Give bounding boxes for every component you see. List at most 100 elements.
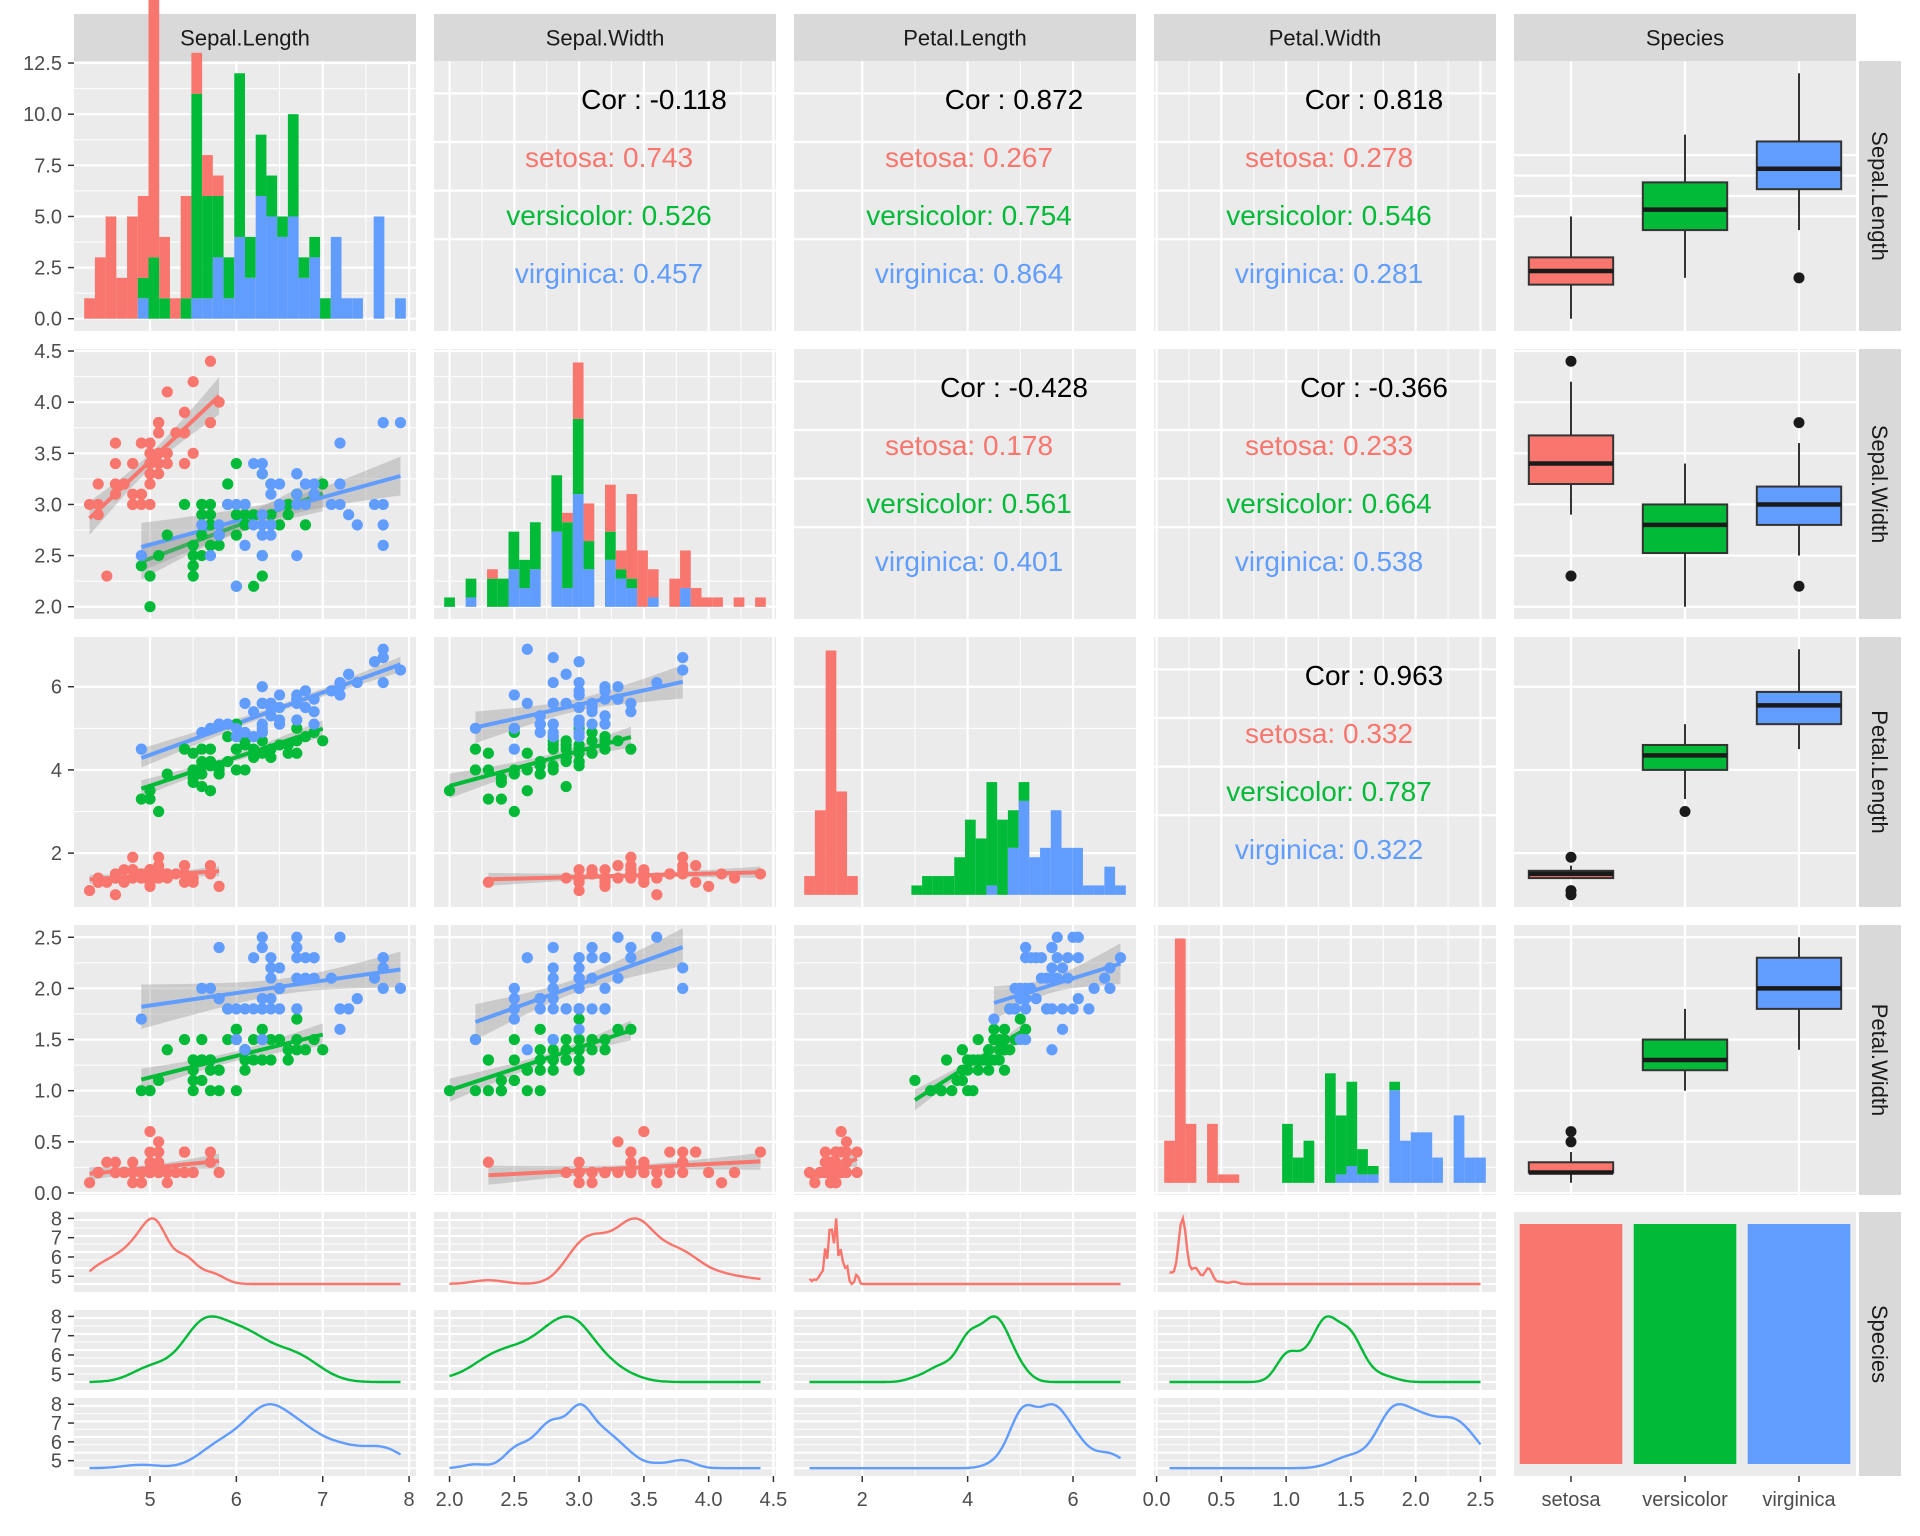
x-tick-label: 0.0 xyxy=(1143,1489,1171,1511)
point-versicolor xyxy=(265,751,277,764)
point-versicolor xyxy=(222,1033,234,1046)
point-setosa xyxy=(612,1136,624,1148)
point-setosa xyxy=(118,1166,130,1179)
point-virginica xyxy=(573,952,585,964)
hist-bar-versicolor xyxy=(1389,1081,1401,1091)
boxplot-virginica xyxy=(1755,649,1843,750)
hist-bar-versicolor xyxy=(465,578,477,598)
y-tick-label: 8 xyxy=(51,1394,62,1416)
hist-bar-versicolor xyxy=(497,578,509,607)
point-virginica xyxy=(1041,1003,1053,1015)
point-setosa xyxy=(153,864,165,876)
point-setosa xyxy=(586,1177,598,1189)
points-setosa xyxy=(83,355,225,582)
point-versicolor xyxy=(495,793,507,805)
column-strip-label: Sepal.Length xyxy=(180,26,310,51)
grid-panel-density-virginica-petal-length xyxy=(794,1398,1136,1476)
point-setosa xyxy=(109,457,122,470)
point-versicolor xyxy=(239,509,251,521)
point-versicolor xyxy=(547,1054,559,1066)
point-virginica xyxy=(265,993,277,1005)
point-versicolor xyxy=(308,1033,320,1046)
y-tick-label: 1.5 xyxy=(34,1030,62,1052)
point-virginica xyxy=(265,701,277,714)
point-setosa xyxy=(586,868,598,880)
cor-panel-sepal-width-petal-width: Cor : -0.366 setosa: 0.233 versicolor: 0.6… xyxy=(1154,372,1496,577)
point-versicolor xyxy=(560,1054,572,1066)
point-versicolor xyxy=(482,764,495,776)
point-virginica xyxy=(560,668,572,680)
point-virginica xyxy=(1035,972,1048,984)
points-setosa xyxy=(482,1125,767,1189)
point-virginica xyxy=(586,952,598,964)
x-tick-label: versicolor xyxy=(1642,1489,1728,1511)
point-versicolor xyxy=(230,457,242,470)
lm-line-setosa xyxy=(488,870,761,882)
cor-setosa: setosa: 0.178 xyxy=(885,430,1053,461)
point-virginica xyxy=(1088,982,1100,995)
point-virginica xyxy=(351,993,363,1005)
hist-bar-versicolor xyxy=(148,257,160,319)
box-setosa xyxy=(1527,434,1615,485)
box-virginica xyxy=(1755,956,1843,1010)
point-versicolor xyxy=(317,478,329,490)
hist-bar-setosa xyxy=(804,876,815,895)
point-virginica xyxy=(265,529,277,541)
point-setosa xyxy=(127,872,139,884)
hist-bar-setosa xyxy=(1207,1123,1218,1183)
points-virginica xyxy=(135,931,407,1056)
point-versicolor xyxy=(988,1033,1000,1046)
point-virginica xyxy=(521,1044,533,1056)
hist-bar-setosa xyxy=(701,597,713,607)
point-setosa xyxy=(482,876,495,888)
hist-bar-versicolor xyxy=(911,885,923,895)
hist-bar-setosa xyxy=(680,550,691,589)
point-setosa xyxy=(651,1166,663,1179)
hist-bar-versicolor xyxy=(309,236,321,258)
point-setosa xyxy=(92,876,104,888)
point-virginica xyxy=(204,549,217,562)
point-versicolor xyxy=(161,529,173,541)
row-strip-sepal-length xyxy=(1859,61,1901,331)
row-strip-label: Petal.Width xyxy=(1867,1004,1892,1117)
point-versicolor xyxy=(967,1054,979,1066)
point-setosa xyxy=(153,417,165,429)
point-virginica xyxy=(599,952,611,964)
point-versicolor xyxy=(204,1064,217,1076)
y-tick-label: 6 xyxy=(51,1345,62,1367)
point-virginica xyxy=(334,1023,346,1035)
hist-bar-setosa xyxy=(712,597,723,607)
point-virginica xyxy=(1072,952,1084,964)
point-virginica xyxy=(573,1023,585,1035)
point-setosa xyxy=(101,1156,113,1168)
point-versicolor xyxy=(187,1064,199,1076)
point-versicolor xyxy=(956,1044,968,1056)
point-virginica xyxy=(612,972,624,984)
point-setosa xyxy=(851,1166,863,1179)
point-virginica xyxy=(222,1003,234,1015)
point-versicolor xyxy=(547,743,559,755)
hist-bar-virginica xyxy=(519,588,530,607)
point-virginica xyxy=(273,701,286,714)
point-virginica xyxy=(343,509,355,521)
point-versicolor xyxy=(983,1064,995,1076)
hist-bar-setosa xyxy=(669,578,681,607)
point-versicolor xyxy=(612,735,624,747)
point-virginica xyxy=(291,498,303,511)
cor-versicolor: versicolor: 0.546 xyxy=(1226,200,1431,231)
point-setosa xyxy=(213,1166,225,1179)
point-virginica xyxy=(196,726,208,739)
y-tick-label: 2.5 xyxy=(34,546,62,568)
point-virginica xyxy=(351,676,363,689)
hist-bar-setosa xyxy=(690,588,702,607)
point-setosa xyxy=(83,884,96,897)
point-virginica xyxy=(291,931,303,943)
hist-bar-virginica xyxy=(191,298,203,319)
column-strip-label: Petal.Width xyxy=(1269,26,1382,51)
hist-bar-virginica xyxy=(583,569,595,607)
hist-bar-setosa xyxy=(1174,938,1186,1183)
hist-bar-setosa xyxy=(647,569,659,598)
point-setosa xyxy=(144,1146,156,1158)
cor-versicolor: versicolor: 0.787 xyxy=(1226,776,1431,807)
point-versicolor xyxy=(508,1054,520,1066)
